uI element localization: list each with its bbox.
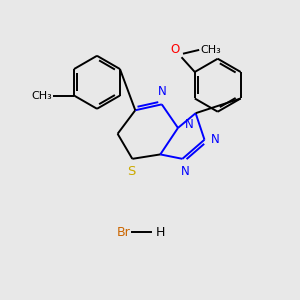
Text: S: S	[127, 165, 135, 178]
Text: N: N	[184, 118, 193, 131]
Text: N: N	[181, 165, 190, 178]
Text: CH₃: CH₃	[201, 45, 221, 55]
Text: CH₃: CH₃	[31, 91, 52, 100]
Text: Br: Br	[117, 226, 131, 239]
Text: O: O	[171, 43, 180, 56]
Text: N: N	[211, 133, 220, 146]
Text: H: H	[156, 226, 165, 239]
Text: N: N	[158, 85, 166, 98]
